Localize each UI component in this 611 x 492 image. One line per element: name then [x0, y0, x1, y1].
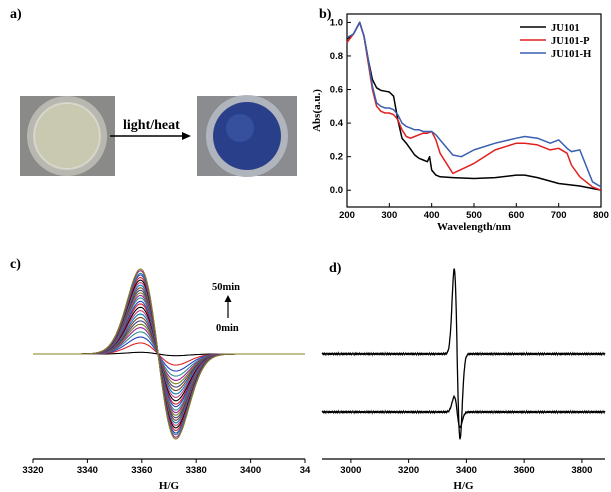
annotation-0min: 0min — [216, 323, 239, 334]
x-axis-title: H/G — [159, 480, 180, 492]
uv-vis-chart: 200 300 400 500 600 700 800 0.0 0.2 0.4 0.6 0.8 1.0 W… — [311, 13, 609, 233]
legend-label: JU101-H — [551, 49, 591, 60]
x-tick-label: 300 — [381, 210, 397, 221]
y-tick-label: 0.8 — [330, 51, 343, 62]
x-tick-label: 500 — [466, 210, 482, 221]
x-tick-label: 3380 — [186, 465, 207, 476]
annotation-50min: 50min — [212, 282, 240, 293]
y-tick-label: 0.2 — [330, 152, 343, 163]
legend-label: JU101 — [551, 23, 580, 34]
epr-spectrum-1 — [321, 268, 606, 441]
epr-time-chart: 3320 3340 3360 3380 3400 34 H/G — [22, 268, 311, 492]
x-tick-label: 3320 — [22, 465, 43, 476]
arrow — [110, 132, 191, 140]
epr-comparison-chart: 3000 3200 3400 3600 3800 H/G — [321, 268, 606, 492]
x-tick-label: 200 — [339, 210, 355, 221]
series-line-ju101-h — [346, 21, 602, 188]
epr-trace — [33, 268, 305, 440]
panel-d-label: d) — [329, 261, 342, 276]
y-axis-title: Abs(a.u.) — [311, 89, 323, 132]
series-line-ju101 — [346, 21, 602, 191]
arrow-text: light/heat — [123, 118, 180, 133]
legend-label: JU101-P — [551, 36, 590, 47]
x-tick-label: 3340 — [77, 465, 98, 476]
x-axis-title: H/G — [453, 480, 474, 492]
y-tick-label: 0.6 — [330, 85, 343, 96]
panel-c-label: c) — [10, 257, 21, 272]
x-tick-label: 3000 — [340, 465, 361, 476]
x-tick-label: 600 — [508, 210, 524, 221]
x-tick-label: 3800 — [571, 465, 592, 476]
x-tick-label: 400 — [424, 210, 440, 221]
photo-before — [20, 96, 115, 176]
up-arrow — [224, 295, 232, 318]
x-tick-label: 800 — [593, 210, 609, 221]
x-tick-label: 3400 — [240, 465, 261, 476]
x-tick-label: 3600 — [514, 465, 535, 476]
epr-spectrum-2 — [321, 394, 606, 429]
panel-a-label: a) — [10, 7, 22, 22]
x-axis-title: Wavelength/nm — [437, 221, 511, 233]
x-tick-label: 3200 — [398, 465, 419, 476]
y-tick-label: 0.0 — [330, 185, 343, 196]
y-tick-label: 1.0 — [330, 17, 343, 28]
x-tick-label: 700 — [551, 210, 567, 221]
panel-b-label: b) — [319, 7, 332, 22]
x-tick-label: 3400 — [456, 465, 477, 476]
series-line-ju101-p — [346, 21, 602, 191]
x-tick-label: 3360 — [131, 465, 152, 476]
y-tick-label: 0.4 — [330, 118, 344, 129]
x-tick-label: 34 — [300, 465, 311, 476]
photo-after — [197, 95, 297, 177]
